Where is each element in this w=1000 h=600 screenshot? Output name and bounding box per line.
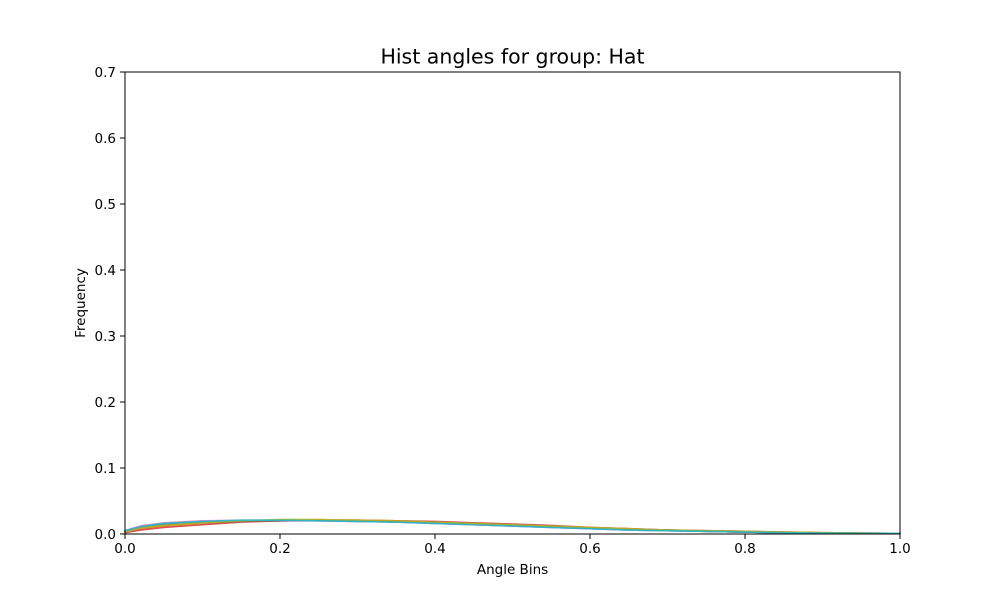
y-tick-label: 0.5 (95, 197, 116, 213)
series-line-10 (124, 519, 901, 535)
plot-area-frame (124, 71, 901, 535)
x-axis-label: Angle Bins (477, 562, 548, 578)
x-tick-label: 0.0 (114, 541, 135, 557)
y-axis-label: Frequency (73, 268, 89, 338)
y-axis-ticks: 0.0 0.1 0.2 0.3 0.4 0.5 0.6 0.7 (95, 65, 125, 543)
x-tick-label: 0.2 (269, 541, 290, 557)
x-tick-label: 1.0 (889, 541, 910, 557)
x-axis-ticks: 0.0 0.2 0.4 0.6 0.8 1.0 (114, 534, 911, 557)
x-tick-label: 0.6 (579, 541, 600, 557)
chart-title: Hist angles for group: Hat (380, 45, 644, 69)
y-tick-label: 0.3 (95, 329, 116, 345)
y-tick-label: 0.6 (95, 131, 116, 147)
y-tick-label: 0.0 (95, 527, 116, 543)
y-tick-label: 0.4 (95, 263, 116, 279)
x-tick-label: 0.4 (424, 541, 445, 557)
x-tick-label: 0.8 (734, 541, 755, 557)
y-tick-label: 0.1 (95, 461, 116, 477)
y-tick-label: 0.7 (95, 65, 116, 81)
series-lines (124, 518, 901, 535)
y-tick-label: 0.2 (95, 395, 116, 411)
